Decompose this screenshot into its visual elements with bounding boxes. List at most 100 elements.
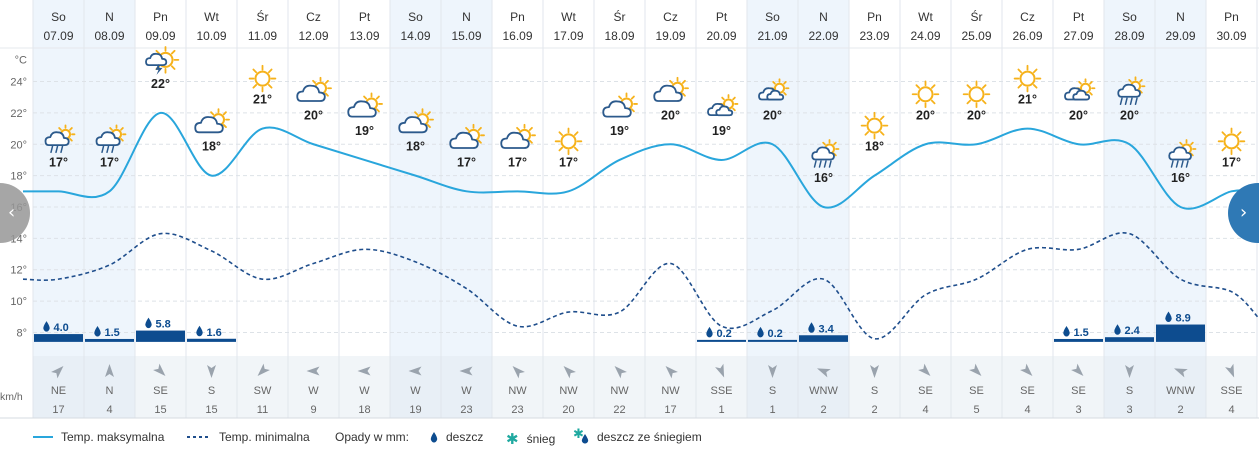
date-label: 09.09 [145,29,175,43]
sun-ray [981,84,987,89]
legend-max-temp: Temp. maksymalna [33,430,164,444]
max-temp-label: 22° [151,77,170,91]
wind-direction-label: SSE [710,385,732,397]
max-temp-label: 18° [406,140,425,154]
wind-arrow-shape [105,364,114,377]
wind-direction-label: SE [1071,385,1086,397]
day-of-week-label: Pt [716,10,728,24]
precip-value-label: 3.4 [819,323,835,335]
max-temp-line [23,111,1259,210]
wind-direction-arrow-icon [918,363,931,376]
precip-value-label: 0.2 [768,328,783,340]
sun-ray [681,92,686,97]
sun-icon [248,64,277,93]
sun-ray [966,84,972,89]
y-tick-label: 18° [10,171,27,183]
date-label: 23.09 [859,29,889,43]
wind-arrow-shape [51,366,64,379]
wind-direction-arrow-icon [306,366,320,376]
sun-ray [630,95,635,100]
cloud-shape [1072,89,1091,101]
wind-arrow-shape [257,363,270,376]
wind-speed-label: 11 [257,404,268,416]
wind-speed-label: 23 [511,404,523,416]
heavy-rain-sun-icon [1168,139,1197,168]
legend-sleet: ✱ deszcz ze śniegiem [573,427,702,444]
wind-arrow-shape [1225,363,1235,378]
precip-value-group: 4.0 [43,321,69,334]
wind-speed-label: 15 [154,404,166,416]
sun-ray [732,107,736,112]
sun-ray [465,126,470,131]
wind-direction-label: SE [1020,385,1035,397]
weekend-band [390,0,441,418]
wind-direction-label: SE [969,385,984,397]
y-tick-label: 8° [16,327,27,339]
precip-value-group: 2.4 [1114,324,1141,337]
sun-ray [1017,84,1023,89]
wind-direction-label: NW [508,385,527,397]
day-of-week-label: N [1176,10,1185,24]
date-label: 24.09 [910,29,940,43]
weather-chart: 8°10°12°14°16°18°20°22°24°°CSo07.09N08.0… [0,0,1259,419]
wind-speed-label: 19 [409,404,421,416]
rain-streak [1175,160,1179,168]
rain-drop-icon [808,322,815,333]
precip-bar [187,338,236,342]
sun-ray [864,131,870,136]
precip-value-label: 1.5 [105,327,120,339]
precip-bar [1054,338,1103,342]
sun-ray [783,91,787,96]
cloud-shape [449,131,479,149]
weekend-band [798,0,849,418]
wind-speed-label: 4 [1228,404,1234,416]
wind-direction-label: SW [254,385,272,397]
date-label: 08.09 [94,29,124,43]
date-label: 30.09 [1216,29,1246,43]
sun-ray [573,146,579,152]
max-temp-label: 20° [763,108,782,122]
sun-ray [477,139,482,144]
sun-ray [109,127,113,131]
sun-ray [375,95,380,100]
wind-direction-label: SE [153,385,168,397]
sun-ray [426,124,431,128]
day-of-week-label: N [819,10,828,24]
wind-arrow-shape [1020,363,1033,376]
wind-direction-arrow-icon [768,365,777,378]
precip-value-group: 1.5 [1063,325,1089,339]
rain-streak [55,145,59,154]
cloud-shape [296,84,326,102]
rain-drop-icon [145,317,152,329]
cloud-shape [1117,83,1141,98]
wind-arrow-shape [1174,368,1188,378]
max-temp-label: 18° [202,140,221,154]
thunder-sun-icon [145,46,180,75]
sun-ray [426,111,431,116]
sun-ray [267,68,273,74]
legend-rain: deszcz [430,430,483,444]
wind-speed-label: 5 [973,404,979,416]
wind-direction-label: S [871,385,878,397]
wind-arrow-shape [665,366,678,379]
wind-arrow-shape [768,365,777,378]
date-label: 29.09 [1165,29,1195,43]
weekend-band [441,0,492,418]
cloud-shape [398,116,428,134]
date-label: 20.09 [706,29,736,43]
legend-min-label: Temp. minimalna [219,430,310,444]
cloud-shape [500,131,530,149]
sun-ray [669,79,674,84]
snowflake-icon: ✱ [506,430,519,448]
date-label: 16.09 [502,29,532,43]
day-of-week-label: Wt [561,10,576,24]
precip-value-group: 8.9 [1165,311,1191,325]
precip-value-group: 5.8 [145,317,171,331]
wind-direction-label: S [1126,385,1133,397]
rain-streak [813,160,817,168]
wind-speed-label: 3 [1075,404,1081,416]
wind-arrow-shape [870,365,879,378]
sun-icon [911,80,940,109]
sun-ray [558,146,564,152]
day-of-week-label: Pt [359,10,371,24]
